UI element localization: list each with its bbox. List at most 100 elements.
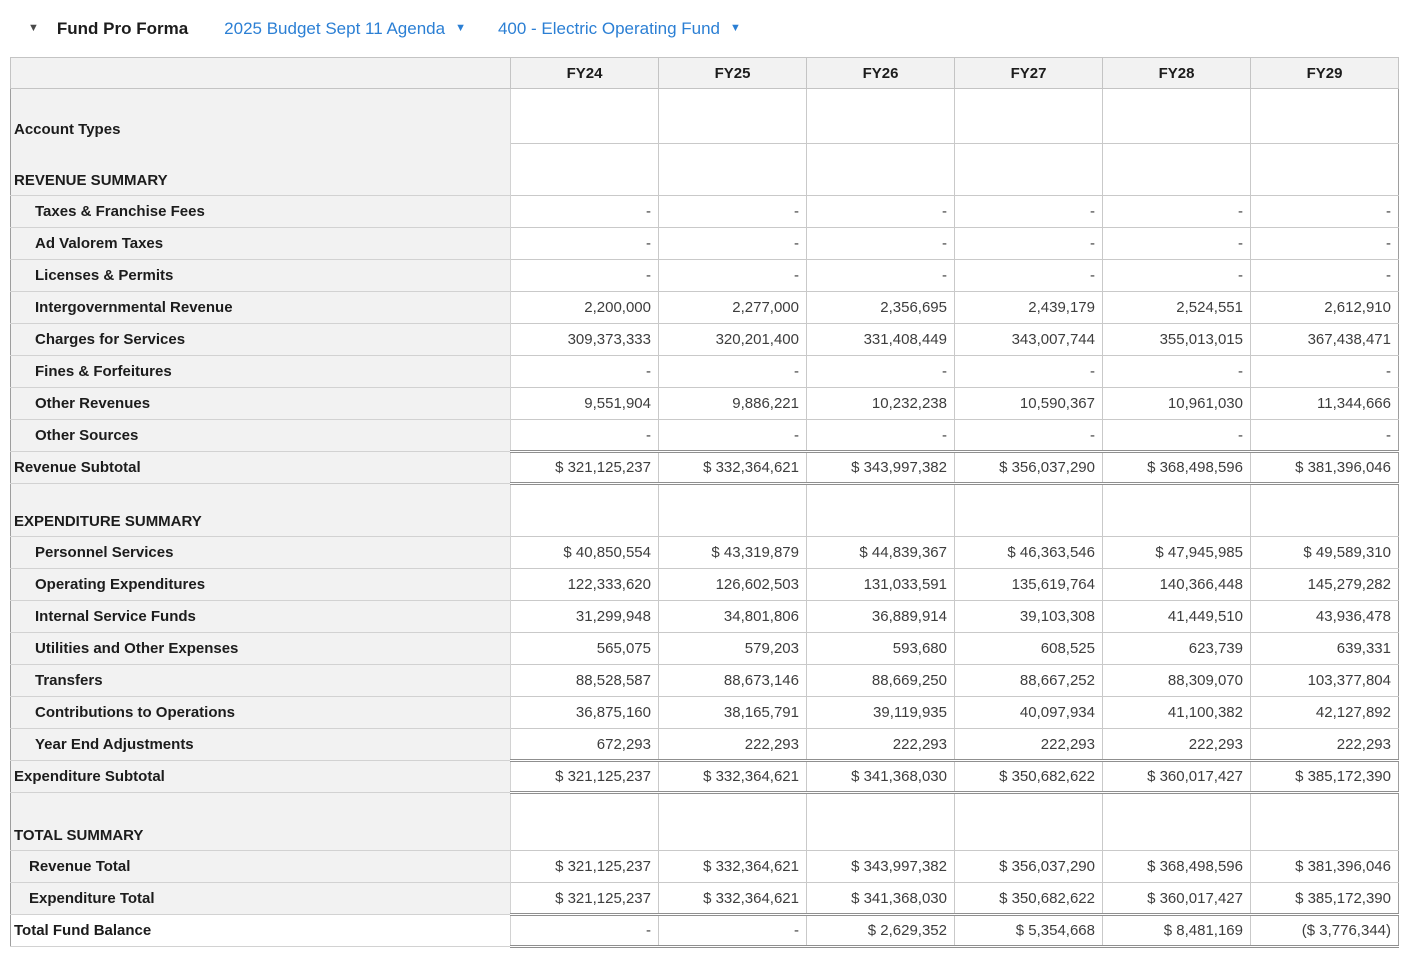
value-cell: $ 356,037,290 bbox=[954, 850, 1103, 883]
value-cell: - bbox=[1250, 419, 1399, 452]
value-cell: 10,961,030 bbox=[1102, 387, 1251, 420]
table-row: REVENUE SUMMARY bbox=[10, 143, 1399, 196]
value-cell: $ 43,319,879 bbox=[658, 536, 807, 569]
value-cell: $ 368,498,596 bbox=[1102, 450, 1251, 485]
value-cell: - bbox=[954, 355, 1103, 388]
table-row: TOTAL SUMMARY bbox=[10, 792, 1399, 851]
value-cell: 42,127,892 bbox=[1250, 696, 1399, 729]
value-cell: 131,033,591 bbox=[806, 568, 955, 601]
value-cell bbox=[510, 792, 659, 851]
value-cell: - bbox=[806, 355, 955, 388]
value-cell: 9,551,904 bbox=[510, 387, 659, 420]
value-cell: - bbox=[1250, 355, 1399, 388]
value-cell: - bbox=[658, 355, 807, 388]
value-cell: 222,293 bbox=[658, 728, 807, 761]
value-cell: 9,886,221 bbox=[658, 387, 807, 420]
value-cell: $ 381,396,046 bbox=[1250, 450, 1399, 485]
value-cell: $ 332,364,621 bbox=[658, 450, 807, 485]
value-cell: - bbox=[1102, 259, 1251, 292]
value-cell: 2,356,695 bbox=[806, 291, 955, 324]
value-cell: 103,377,804 bbox=[1250, 664, 1399, 697]
value-cell bbox=[1102, 483, 1251, 537]
fund-pro-forma-table: FY24 FY25 FY26 FY27 FY28 FY29 Account Types RE… bbox=[10, 57, 1399, 948]
value-cell: 222,293 bbox=[806, 728, 955, 761]
value-cell: 593,680 bbox=[806, 632, 955, 665]
value-cell: $ 321,125,237 bbox=[510, 450, 659, 485]
table-row: Operating Expenditures 122,333,620 126,602… bbox=[10, 568, 1399, 601]
value-cell: - bbox=[1102, 227, 1251, 260]
value-cell: - bbox=[658, 195, 807, 228]
value-cell: 320,201,400 bbox=[658, 323, 807, 356]
table-row: Licenses & Permits - - - - - - bbox=[10, 259, 1399, 292]
value-cell: - bbox=[954, 227, 1103, 260]
value-cell: $ 321,125,237 bbox=[510, 759, 659, 794]
table-row: Taxes & Franchise Fees - - - - - - bbox=[10, 195, 1399, 228]
table-row: Ad Valorem Taxes - - - - - - bbox=[10, 227, 1399, 260]
value-cell: - bbox=[954, 259, 1103, 292]
value-cell bbox=[1250, 143, 1399, 196]
value-cell: - bbox=[1102, 195, 1251, 228]
table-row: Expenditure Total $ 321,125,237 $ 332,364,… bbox=[10, 882, 1399, 915]
value-cell: - bbox=[658, 913, 807, 948]
table-row: Year End Adjustments 672,293 222,293 222,29… bbox=[10, 728, 1399, 761]
value-cell: $ 350,682,622 bbox=[954, 882, 1103, 915]
value-cell: $ 356,037,290 bbox=[954, 450, 1103, 485]
value-cell: 309,373,333 bbox=[510, 323, 659, 356]
value-cell bbox=[954, 792, 1103, 851]
value-cell: - bbox=[1250, 227, 1399, 260]
value-cell: - bbox=[806, 227, 955, 260]
row-label: Year End Adjustments bbox=[10, 728, 511, 761]
value-cell: 126,602,503 bbox=[658, 568, 807, 601]
column-header-fy28: FY28 bbox=[1102, 57, 1251, 89]
value-cell bbox=[658, 88, 807, 144]
budget-dropdown-label: 2025 Budget Sept 11 Agenda bbox=[224, 18, 446, 38]
value-cell: 34,801,806 bbox=[658, 600, 807, 633]
value-cell: 2,200,000 bbox=[510, 291, 659, 324]
row-label: Utilities and Other Expenses bbox=[10, 632, 511, 665]
value-cell bbox=[510, 483, 659, 537]
value-cell bbox=[806, 143, 955, 196]
column-header-fy27: FY27 bbox=[954, 57, 1103, 89]
table-row: Intergovernmental Revenue 2,200,000 2,277,… bbox=[10, 291, 1399, 324]
value-cell: 41,100,382 bbox=[1102, 696, 1251, 729]
value-cell: $ 360,017,427 bbox=[1102, 882, 1251, 915]
value-cell: $ 5,354,668 bbox=[954, 913, 1103, 948]
value-cell: 39,119,935 bbox=[806, 696, 955, 729]
value-cell: - bbox=[510, 913, 659, 948]
value-cell: $ 360,017,427 bbox=[1102, 759, 1251, 794]
table-row: Other Sources - - - - - - bbox=[10, 419, 1399, 452]
value-cell: - bbox=[954, 419, 1103, 452]
row-label: Licenses & Permits bbox=[10, 259, 511, 292]
value-cell: ($ 3,776,344) bbox=[1250, 913, 1399, 948]
value-cell: - bbox=[1102, 355, 1251, 388]
table-row: Internal Service Funds 31,299,948 34,801,8… bbox=[10, 600, 1399, 633]
chevron-down-icon: ▼ bbox=[730, 22, 741, 34]
value-cell bbox=[1102, 143, 1251, 196]
value-cell: - bbox=[806, 419, 955, 452]
collapse-caret-icon[interactable]: ▼ bbox=[28, 22, 39, 34]
table-header-row: FY24 FY25 FY26 FY27 FY28 FY29 bbox=[10, 57, 1399, 89]
value-cell: 88,309,070 bbox=[1102, 664, 1251, 697]
value-cell: $ 341,368,030 bbox=[806, 759, 955, 794]
value-cell: 2,524,551 bbox=[1102, 291, 1251, 324]
value-cell: 623,739 bbox=[1102, 632, 1251, 665]
row-label: Revenue Total bbox=[10, 850, 511, 883]
fund-dropdown[interactable]: 400 - Electric Operating Fund ▼ bbox=[498, 19, 741, 39]
table-row: Other Revenues 9,551,904 9,886,221 10,232,2… bbox=[10, 387, 1399, 420]
table-row: Total Fund Balance - - $ 2,629,352 $ 5,354,6… bbox=[10, 913, 1399, 948]
value-cell: - bbox=[510, 355, 659, 388]
table-row: Charges for Services 309,373,333 320,201,4… bbox=[10, 323, 1399, 356]
column-header-fy25: FY25 bbox=[658, 57, 807, 89]
budget-dropdown[interactable]: 2025 Budget Sept 11 Agenda ▼ bbox=[224, 19, 466, 39]
value-cell: 122,333,620 bbox=[510, 568, 659, 601]
value-cell: $ 341,368,030 bbox=[806, 882, 955, 915]
row-label: Account Types bbox=[10, 88, 511, 144]
value-cell: $ 49,589,310 bbox=[1250, 536, 1399, 569]
value-cell: 88,528,587 bbox=[510, 664, 659, 697]
row-label: Internal Service Funds bbox=[10, 600, 511, 633]
value-cell: $ 8,481,169 bbox=[1102, 913, 1251, 948]
table-row: Fines & Forfeitures - - - - - - bbox=[10, 355, 1399, 388]
value-cell bbox=[510, 88, 659, 144]
fund-dropdown-label: 400 - Electric Operating Fund bbox=[497, 18, 721, 38]
value-cell: $ 44,839,367 bbox=[806, 536, 955, 569]
